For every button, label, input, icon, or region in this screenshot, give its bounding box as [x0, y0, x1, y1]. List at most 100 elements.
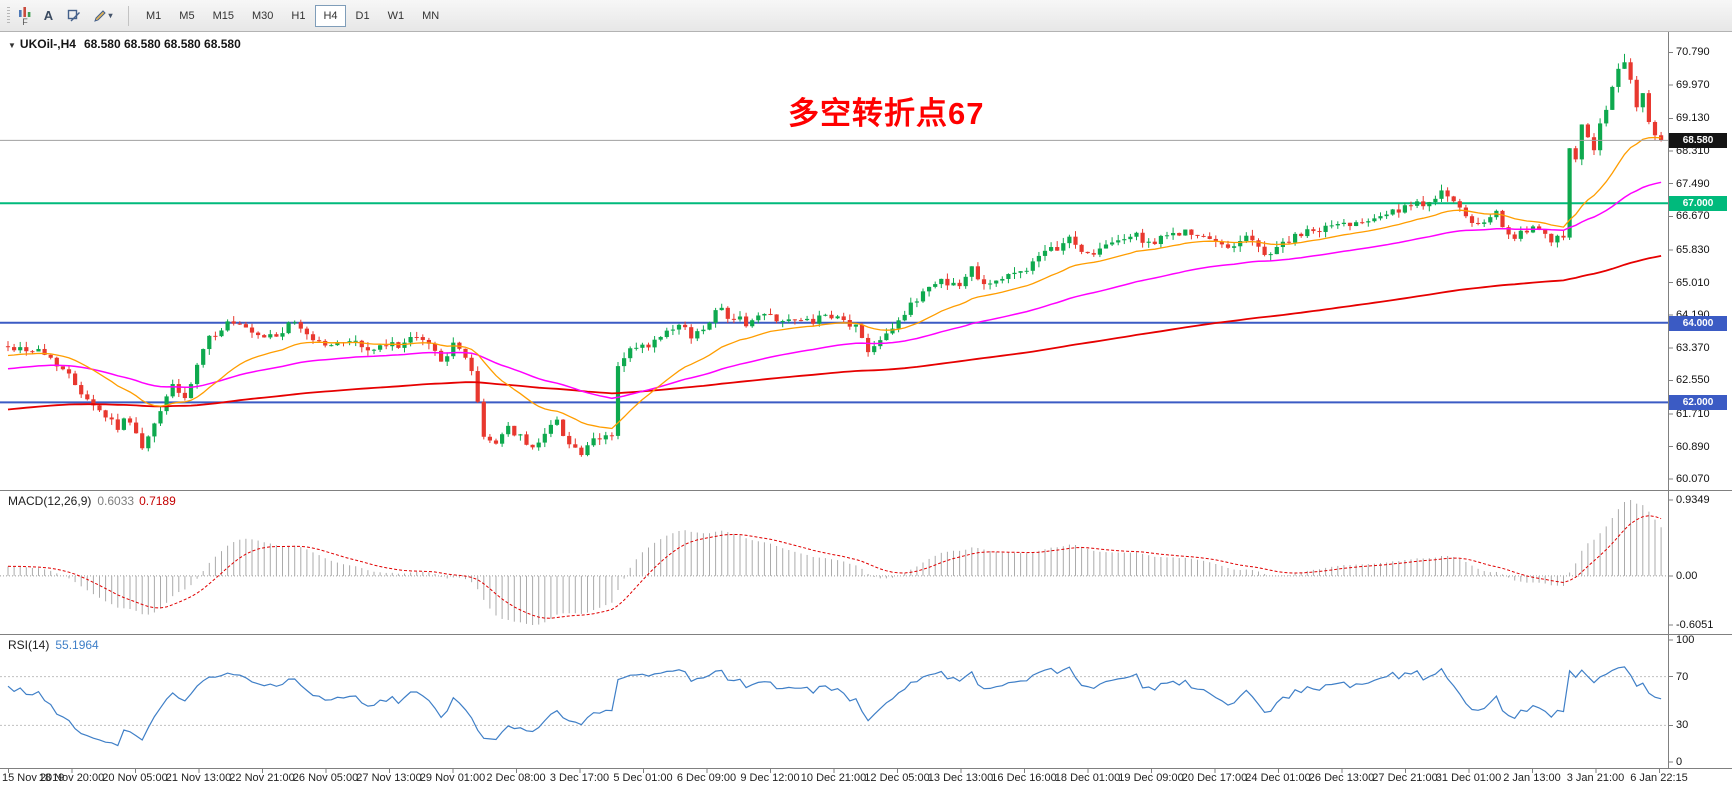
- candle: [36, 345, 41, 352]
- candle: [622, 352, 627, 372]
- macd-axis-label: 0.9349: [1676, 493, 1710, 506]
- timeframe-d1-button[interactable]: D1: [348, 5, 378, 27]
- macd-signal-value: 0.7189: [139, 494, 176, 508]
- candle: [640, 342, 645, 354]
- rsi-axis-label: 70: [1676, 670, 1689, 683]
- macd-axis-label: 0.00: [1676, 569, 1698, 582]
- candle: [1451, 195, 1456, 203]
- candle: [615, 361, 621, 440]
- toolbar-drag-handle[interactable]: [7, 6, 10, 25]
- candle: [805, 315, 810, 321]
- candle: [689, 324, 694, 344]
- macd-plot: [0, 499, 1668, 625]
- rsi-line: [7, 666, 1662, 747]
- candle: [475, 366, 480, 403]
- candle: [219, 327, 224, 338]
- price-axis-label: 65.010: [1676, 276, 1710, 289]
- candle: [780, 319, 785, 328]
- time-axis-label: 13 Dec 13:00: [927, 772, 994, 784]
- timeframe-m5-button[interactable]: M5: [171, 5, 202, 27]
- shapes-tool-icon[interactable]: [62, 4, 85, 27]
- candle: [762, 313, 767, 321]
- candle: [530, 444, 535, 450]
- candle: [579, 445, 584, 457]
- time-axis-label: 6 Jan 22:15: [1630, 772, 1688, 784]
- candle: [768, 308, 773, 316]
- candle: [1250, 229, 1255, 246]
- candle: [73, 370, 78, 386]
- toolbar: F A ▾ M1 M5 M15 M30 H1 H4 D1 W1 MN: [0, 0, 1732, 32]
- candle: [140, 427, 145, 450]
- candle: [1286, 235, 1292, 244]
- candle: [731, 313, 736, 324]
- candle: [274, 332, 279, 337]
- text-tool-icon[interactable]: A: [43, 8, 54, 23]
- candle: [1036, 251, 1041, 268]
- candle: [548, 420, 553, 438]
- timeframe-m1-button[interactable]: M1: [138, 5, 169, 27]
- candle: [902, 310, 907, 322]
- timeframe-h1-button[interactable]: H1: [283, 5, 313, 27]
- candle: [1408, 201, 1414, 211]
- candle: [249, 323, 255, 338]
- price-axis-label: 61.710: [1676, 407, 1710, 420]
- timeframe-mn-button[interactable]: MN: [414, 5, 447, 27]
- candle: [847, 314, 852, 330]
- candle: [676, 323, 682, 335]
- candle: [280, 327, 285, 341]
- candle: [347, 338, 352, 346]
- candle: [981, 274, 987, 290]
- candle: [1128, 233, 1133, 243]
- time-axis-label: 24 Dec 01:00: [1245, 772, 1311, 784]
- bar-chart-icon[interactable]: [16, 4, 34, 18]
- draw-tool-icon[interactable]: ▾: [87, 4, 119, 27]
- collapse-icon[interactable]: ▼: [8, 41, 16, 50]
- candle: [1122, 234, 1127, 245]
- candle: [1042, 245, 1048, 261]
- candle: [323, 339, 328, 348]
- timeframe-w1-button[interactable]: W1: [380, 5, 413, 27]
- price-axis-label: 69.970: [1676, 78, 1710, 91]
- candle: [426, 337, 431, 350]
- timeframe-m15-button[interactable]: M15: [205, 5, 242, 27]
- candle: [1030, 258, 1035, 275]
- candle: [1512, 231, 1517, 242]
- candle: [841, 312, 846, 324]
- candle: [1573, 145, 1578, 163]
- time-axis-label: 26 Nov 05:00: [292, 772, 359, 784]
- candle: [152, 422, 157, 443]
- candle: [1049, 242, 1054, 252]
- candle: [1268, 252, 1273, 261]
- ma-fast-line: [7, 136, 1662, 430]
- rsi-value: 55.1964: [55, 638, 99, 652]
- candle: [1598, 118, 1603, 156]
- timeframe-h4-button[interactable]: H4: [315, 4, 346, 27]
- candle: [176, 378, 181, 398]
- timeframe-buttons: M1 M5 M15 M30 H1 H4 D1 W1 MN: [138, 4, 449, 27]
- candle: [670, 324, 675, 336]
- candle: [378, 344, 383, 353]
- candle: [1347, 222, 1353, 231]
- candle: [18, 341, 23, 354]
- price-axis-label: 62.550: [1676, 374, 1710, 387]
- time-axis-label: 5 Dec 01:00: [613, 772, 673, 784]
- timeframe-m30-button[interactable]: M30: [244, 5, 281, 27]
- candle: [1500, 209, 1505, 228]
- candle: [1390, 208, 1395, 216]
- macd-axis-label: -0.6051: [1676, 618, 1714, 631]
- candle: [1073, 231, 1078, 249]
- candle: [1067, 234, 1072, 249]
- candle: [988, 279, 993, 290]
- candle: [353, 335, 358, 347]
- candle: [231, 316, 236, 326]
- time-axis-label: 19 Dec 09:00: [1118, 772, 1184, 784]
- candle: [1055, 241, 1060, 251]
- candle: [1012, 267, 1017, 280]
- candle: [908, 297, 913, 317]
- candle: [536, 438, 541, 451]
- candle: [439, 348, 444, 362]
- candle: [518, 433, 523, 441]
- candle: [1274, 241, 1279, 255]
